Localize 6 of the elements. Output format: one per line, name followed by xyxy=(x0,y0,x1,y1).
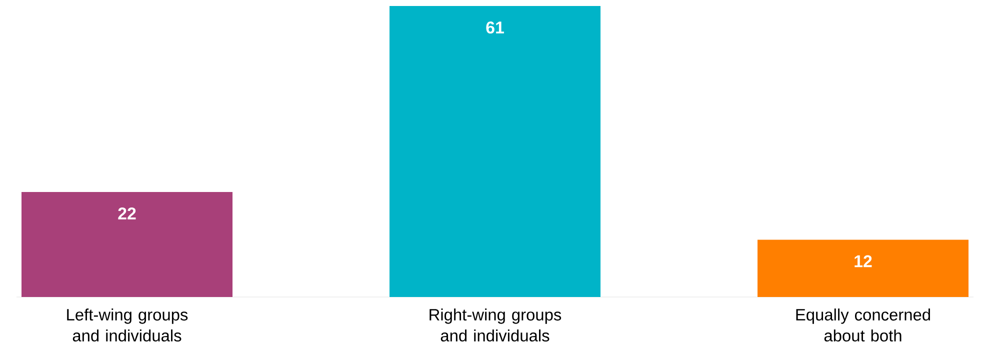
x-tick-label: Equally concerned about both xyxy=(796,308,930,342)
x-tick-label: Left-wing groups and individuals xyxy=(67,308,188,342)
data-label: 22 xyxy=(118,208,136,220)
x-tick-label: Right-wing groups and individuals xyxy=(430,308,562,342)
data-label: 12 xyxy=(854,255,872,268)
data-label: 61 xyxy=(486,22,504,34)
